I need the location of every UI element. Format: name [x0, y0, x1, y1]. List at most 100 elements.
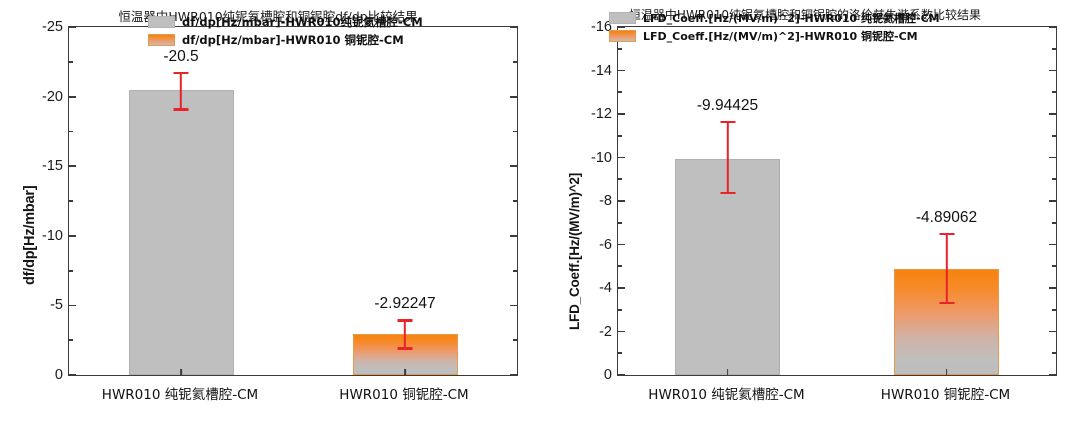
y-axis-label-left: df/dp[Hz/mbar] — [22, 185, 38, 286]
y-tick-mark-right — [510, 304, 517, 307]
y-minor-tick-mark — [69, 269, 73, 272]
y-minor-tick-mark-right — [1052, 352, 1056, 355]
value-label-0: -20.5 — [163, 47, 199, 65]
y-minor-tick-mark — [69, 200, 73, 202]
y-minor-tick-mark — [618, 308, 622, 311]
legend-swatch-orange — [609, 30, 636, 42]
x-category-label-0: HWR010 纯铌氦槽腔-CM — [648, 387, 805, 403]
y-tick-mark-right — [510, 95, 517, 98]
error-bar-cap-bottom — [397, 346, 413, 350]
y-tick-mark — [69, 234, 76, 237]
chart-panel-lfd: 恒温器中HWR010纯铌氦槽腔和铜铌腔的洛伦兹失谐系数比较结果 LFD_Coef… — [537, 0, 1073, 421]
y-minor-tick-mark-right — [513, 130, 517, 133]
y-minor-tick-mark — [618, 352, 622, 355]
x-category-label-0: HWR010 纯铌氦槽腔-CM — [101, 387, 259, 403]
error-bar-cap-bottom — [720, 191, 735, 195]
y-minor-tick-mark — [618, 178, 622, 181]
legend-left: df/dp[Hz/mbar]-HWR010纯铌氦槽腔-CM df/dp[Hz/mb… — [148, 14, 423, 48]
legend-right: LFD_Coeff.[Hz/(MV/m)^2]-HWR010 纯铌氦槽腔-CM L… — [609, 10, 940, 44]
y-tick-label: -10 — [591, 149, 612, 166]
bar-0[interactable] — [675, 158, 780, 375]
x-category-label-1: HWR010 铜铌腔-CM — [880, 387, 1011, 403]
y-tick-mark — [69, 165, 76, 168]
error-bar-stem — [945, 232, 948, 305]
legend-swatch-gray — [148, 16, 175, 28]
chart-title-left: 恒温器中HWR010纯铌氦槽腔和铜铌腔df/dp比较结果 — [118, 9, 418, 24]
y-minor-tick-mark-right — [513, 200, 517, 202]
legend-entry-0[interactable]: df/dp[Hz/mbar]-HWR010纯铌氦槽腔-CM — [148, 14, 423, 30]
legend-label: df/dp[Hz/mbar]-HWR010纯铌氦槽腔-CM — [182, 15, 423, 29]
x-tick-1 — [945, 369, 948, 375]
legend-label: LFD_Coeff.[Hz/(MV/m)^2]-HWR010 纯铌氦槽腔-CM — [643, 12, 940, 25]
value-label-1: -4.89062 — [915, 208, 978, 226]
y-axis-label-right: LFD_Coeff.[Hz/(MV/m)^2] — [567, 172, 582, 330]
value-label-0: -9.94425 — [696, 96, 759, 114]
plot-area-right: -16 -14 -12 -10 -8 -6 -4 -2 0 -9.94425 -4.89062 — [591, 19, 1057, 383]
y-tick-mark-right — [1049, 287, 1056, 289]
x-tick-0 — [180, 369, 182, 375]
y-minor-tick-mark — [69, 60, 73, 63]
y-tick-mark — [618, 243, 625, 246]
chart-title-right: 恒温器中HWR010纯铌氦槽腔和铜铌腔的洛伦兹失谐系数比较结果 — [628, 8, 982, 22]
y-tick-mark-right — [1049, 374, 1056, 376]
y-minor-tick-mark — [618, 91, 622, 94]
error-bar-cap-bottom — [173, 107, 189, 111]
y-tick-mark-right — [1049, 26, 1056, 28]
y-minor-tick-mark — [69, 130, 73, 133]
error-bar-cap-top — [939, 232, 954, 236]
y-tick-mark — [69, 304, 76, 307]
y-tick-mark — [618, 113, 625, 115]
y-tick-mark — [618, 26, 625, 28]
y-tick-label: -10 — [42, 227, 63, 244]
y-minor-tick-mark — [618, 134, 622, 137]
y-tick-mark — [69, 374, 76, 376]
y-tick-mark — [618, 330, 625, 333]
error-bar-stem — [179, 71, 183, 111]
error-bar-0 — [171, 71, 191, 111]
legend-swatch-gray — [609, 12, 636, 24]
error-bar-cap-top — [173, 71, 189, 75]
y-tick-mark — [618, 156, 625, 159]
y-tick-label: -4 — [599, 280, 612, 296]
y-tick-mark-right — [510, 234, 517, 237]
legend-entry-0[interactable]: LFD_Coeff.[Hz/(MV/m)^2]-HWR010 纯铌氦槽腔-CM — [609, 10, 940, 26]
error-bar-stem — [726, 120, 729, 195]
y-tick-label: -6 — [599, 236, 612, 253]
y-minor-tick-mark — [618, 47, 622, 50]
plot-area-left: -25 -20 -15 -10 -5 0 -20.5 -2.92247 — [42, 19, 518, 383]
legend-label: LFD_Coeff.[Hz/(MV/m)^2]-HWR010 铜铌腔-CM — [643, 30, 918, 43]
y-tick-mark — [618, 69, 625, 72]
y-tick-mark-right — [510, 165, 517, 168]
y-tick-mark — [618, 287, 625, 289]
legend-entry-1[interactable]: df/dp[Hz/mbar]-HWR010 铜铌腔-CM — [148, 32, 423, 48]
error-bar-1 — [395, 319, 415, 350]
error-bar-cap-top — [397, 319, 413, 323]
y-tick-label: 0 — [603, 367, 612, 383]
y-minor-tick-mark-right — [1052, 91, 1056, 94]
chart-panel-dfdp: 恒温器中HWR010纯铌氦槽腔和铜铌腔df/dp比较结果 df/dp[Hz/mb… — [0, 0, 536, 421]
y-tick-mark — [69, 26, 76, 28]
y-tick-mark-right — [1049, 156, 1056, 159]
error-bar-stem — [403, 319, 407, 350]
y-tick-mark-right — [1049, 243, 1056, 246]
x-tick-1 — [404, 369, 406, 375]
y-tick-label: 0 — [54, 367, 63, 383]
bar-0[interactable] — [128, 89, 234, 375]
y-tick-mark-right — [1049, 69, 1056, 72]
y-minor-tick-mark — [618, 265, 622, 268]
y-tick-mark-right — [1049, 330, 1056, 333]
y-tick-label: -15 — [42, 158, 63, 175]
error-bar-1 — [937, 232, 957, 305]
y-minor-tick-mark-right — [513, 339, 517, 342]
y-minor-tick-mark-right — [1052, 265, 1056, 268]
x-tick-0 — [726, 369, 729, 375]
error-bar-cap-top — [720, 120, 735, 124]
legend-entry-1[interactable]: LFD_Coeff.[Hz/(MV/m)^2]-HWR010 铜铌腔-CM — [609, 28, 940, 44]
y-minor-tick-mark — [69, 339, 73, 342]
y-tick-mark-right — [510, 26, 517, 28]
y-tick-label: -5 — [50, 297, 63, 314]
y-tick-label: -2 — [599, 323, 612, 340]
error-bar-cap-bottom — [939, 301, 954, 305]
y-tick-label: -25 — [42, 19, 63, 35]
y-tick-mark-right — [1049, 200, 1056, 202]
